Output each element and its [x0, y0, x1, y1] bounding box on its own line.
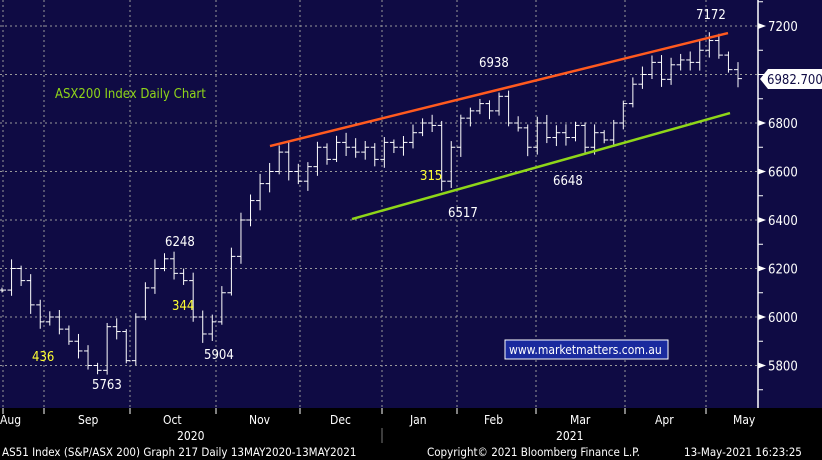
y-tick-arrow [758, 362, 766, 369]
x-month-label: Sep [78, 413, 99, 427]
year-2021: 2021 [556, 429, 583, 443]
y-tick-arrow [758, 314, 766, 320]
last-price-tag [760, 69, 822, 89]
y-tick-arrow [758, 23, 766, 29]
y-tick-label: 7200 [768, 20, 798, 35]
y-tick-label: 6000 [768, 311, 798, 326]
annotation-5763: 5763 [92, 378, 122, 393]
footer-series-info: AS51 Index (S&P/ASX 200) Graph 217 Daily… [2, 445, 356, 459]
annotation-6248: 6248 [165, 235, 195, 250]
annotation-7172: 7172 [696, 8, 726, 23]
annotation-5904: 5904 [204, 348, 234, 363]
x-month-label: Mar [570, 413, 591, 427]
annotation-315: 315 [420, 169, 442, 184]
chart-title: ASX200 Index Daily Chart [55, 87, 206, 102]
annotation-436: 436 [32, 350, 54, 365]
last-price-label: 6982.700 [767, 73, 822, 88]
y-tick-label: 6200 [768, 263, 798, 278]
x-month-label: Aug [0, 413, 21, 427]
footer-timestamp: 13-May-2021 16:23:25 [684, 445, 802, 459]
annotation-344: 344 [172, 299, 194, 314]
annotation-6517: 6517 [448, 206, 478, 221]
x-month-label: Jan [409, 413, 427, 427]
y-tick-arrow [758, 120, 766, 126]
x-month-label: Oct [163, 413, 182, 427]
y-tick-arrow [758, 265, 766, 272]
annotation-6938: 6938 [479, 56, 509, 71]
y-tick-label: 6400 [768, 214, 798, 229]
year-2020: 2020 [177, 429, 205, 443]
x-month-label: Dec [330, 413, 351, 427]
y-tick-label: 6800 [768, 117, 798, 132]
support-trendline [351, 111, 731, 221]
x-month-label: Apr [655, 413, 674, 427]
y-tick-label: 5800 [768, 360, 798, 375]
x-month-label: May [733, 413, 756, 427]
axis-area [758, 0, 822, 408]
resistance-trendline [269, 31, 729, 148]
x-month-label: Feb [484, 413, 503, 427]
x-month-label: Nov [249, 413, 271, 427]
annotation-6648: 6648 [553, 174, 583, 189]
website-box [504, 339, 669, 360]
y-tick-arrow [758, 168, 766, 175]
y-tick-label: 6600 [768, 166, 798, 181]
footer-copyright: Copyright© 2021 Bloomberg Finance L.P. [427, 445, 640, 459]
website-link[interactable]: www.marketmatters.com.au [509, 343, 662, 357]
y-tick-arrow [758, 217, 766, 223]
